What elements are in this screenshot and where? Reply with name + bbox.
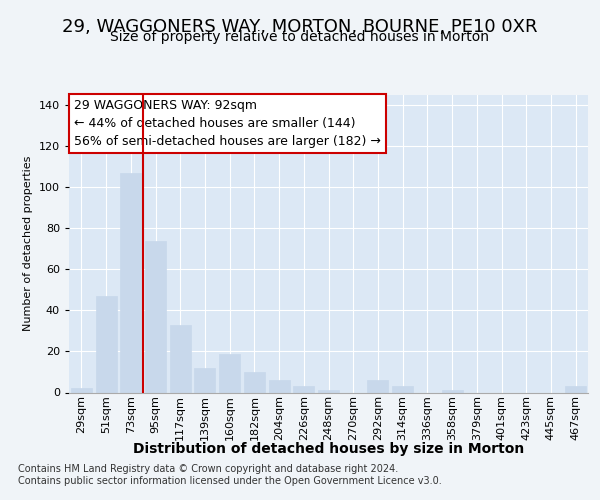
Bar: [367, 380, 388, 392]
Bar: [120, 173, 141, 392]
Bar: [170, 325, 191, 392]
Bar: [219, 354, 240, 393]
Bar: [565, 386, 586, 392]
Bar: [318, 390, 339, 392]
Text: 29, WAGGONERS WAY, MORTON, BOURNE, PE10 0XR: 29, WAGGONERS WAY, MORTON, BOURNE, PE10 …: [62, 18, 538, 36]
Bar: [293, 386, 314, 392]
Bar: [194, 368, 215, 392]
Bar: [244, 372, 265, 392]
Bar: [269, 380, 290, 392]
Bar: [71, 388, 92, 392]
Text: 29 WAGGONERS WAY: 92sqm
← 44% of detached houses are smaller (144)
56% of semi-d: 29 WAGGONERS WAY: 92sqm ← 44% of detache…: [74, 100, 381, 148]
Y-axis label: Number of detached properties: Number of detached properties: [23, 156, 33, 332]
Bar: [442, 390, 463, 392]
Bar: [392, 386, 413, 392]
Bar: [95, 296, 116, 392]
Bar: [145, 240, 166, 392]
Text: Contains HM Land Registry data © Crown copyright and database right 2024.: Contains HM Land Registry data © Crown c…: [18, 464, 398, 474]
Text: Contains public sector information licensed under the Open Government Licence v3: Contains public sector information licen…: [18, 476, 442, 486]
Text: Size of property relative to detached houses in Morton: Size of property relative to detached ho…: [110, 30, 490, 44]
Text: Distribution of detached houses by size in Morton: Distribution of detached houses by size …: [133, 442, 524, 456]
